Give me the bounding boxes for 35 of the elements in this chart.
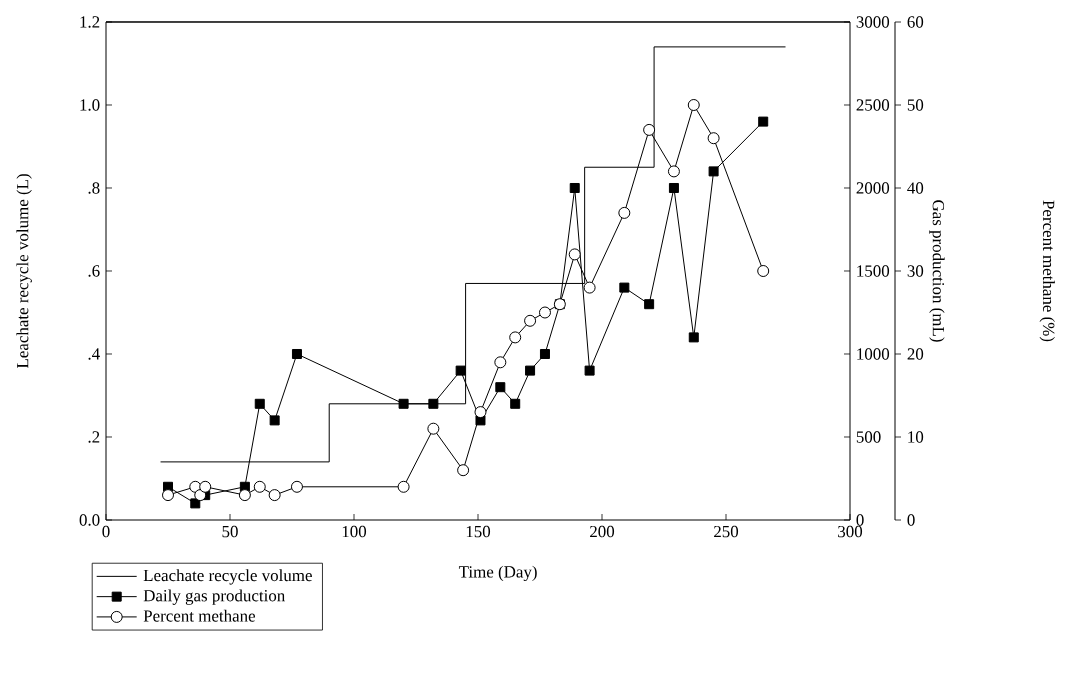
y-tick-label: 1.0 xyxy=(80,99,100,111)
x-tick-label: 0 xyxy=(102,525,110,538)
x-tick-label: 300 xyxy=(838,525,863,538)
y3-tick-label: 40 xyxy=(907,182,924,194)
legend-label: Daily gas production xyxy=(143,589,286,605)
legend-label: Leachate recycle volume xyxy=(143,569,312,585)
y2-tick-label: 1500 xyxy=(857,265,890,277)
y-axis-title: Leachate recycle volume (L) xyxy=(16,174,32,369)
x-tick-label: 200 xyxy=(590,525,615,538)
y3-tick-label: 50 xyxy=(907,99,924,111)
y2-tick-label: 2500 xyxy=(856,99,890,111)
x-axis-title: Time (Day) xyxy=(458,565,537,582)
y2-tick-label: 3000 xyxy=(856,16,890,28)
y-tick-label: 1.2 xyxy=(80,16,100,28)
y2-tick-label: 1000 xyxy=(857,348,890,360)
y-tick-label: 0.0 xyxy=(79,514,100,526)
y-tick-label: .4 xyxy=(88,348,100,360)
y3-tick-label: 0 xyxy=(907,514,915,526)
legend-label: Percent methane xyxy=(143,609,256,622)
y-tick-label: .2 xyxy=(88,431,100,443)
y-tick-label: .6 xyxy=(88,265,100,277)
y2-tick-label: 0 xyxy=(856,514,864,526)
y2-tick-label: 2000 xyxy=(856,182,890,194)
x-tick-label: 50 xyxy=(222,525,238,538)
y3-tick-label: 20 xyxy=(907,348,924,360)
y3-tick-label: 60 xyxy=(907,16,924,28)
y3-tick-label: 10 xyxy=(908,431,924,443)
y2-axis-title: Gas production (mL) xyxy=(929,200,945,342)
y3-axis-title: Percent methane (%) xyxy=(1039,200,1055,342)
y3-tick-label: 30 xyxy=(907,265,924,277)
x-tick-label: 150 xyxy=(466,525,491,538)
x-tick-label: 100 xyxy=(342,525,367,538)
y-tick-label: .8 xyxy=(88,182,100,194)
x-tick-label: 250 xyxy=(714,525,739,538)
y2-tick-label: 500 xyxy=(856,431,881,443)
